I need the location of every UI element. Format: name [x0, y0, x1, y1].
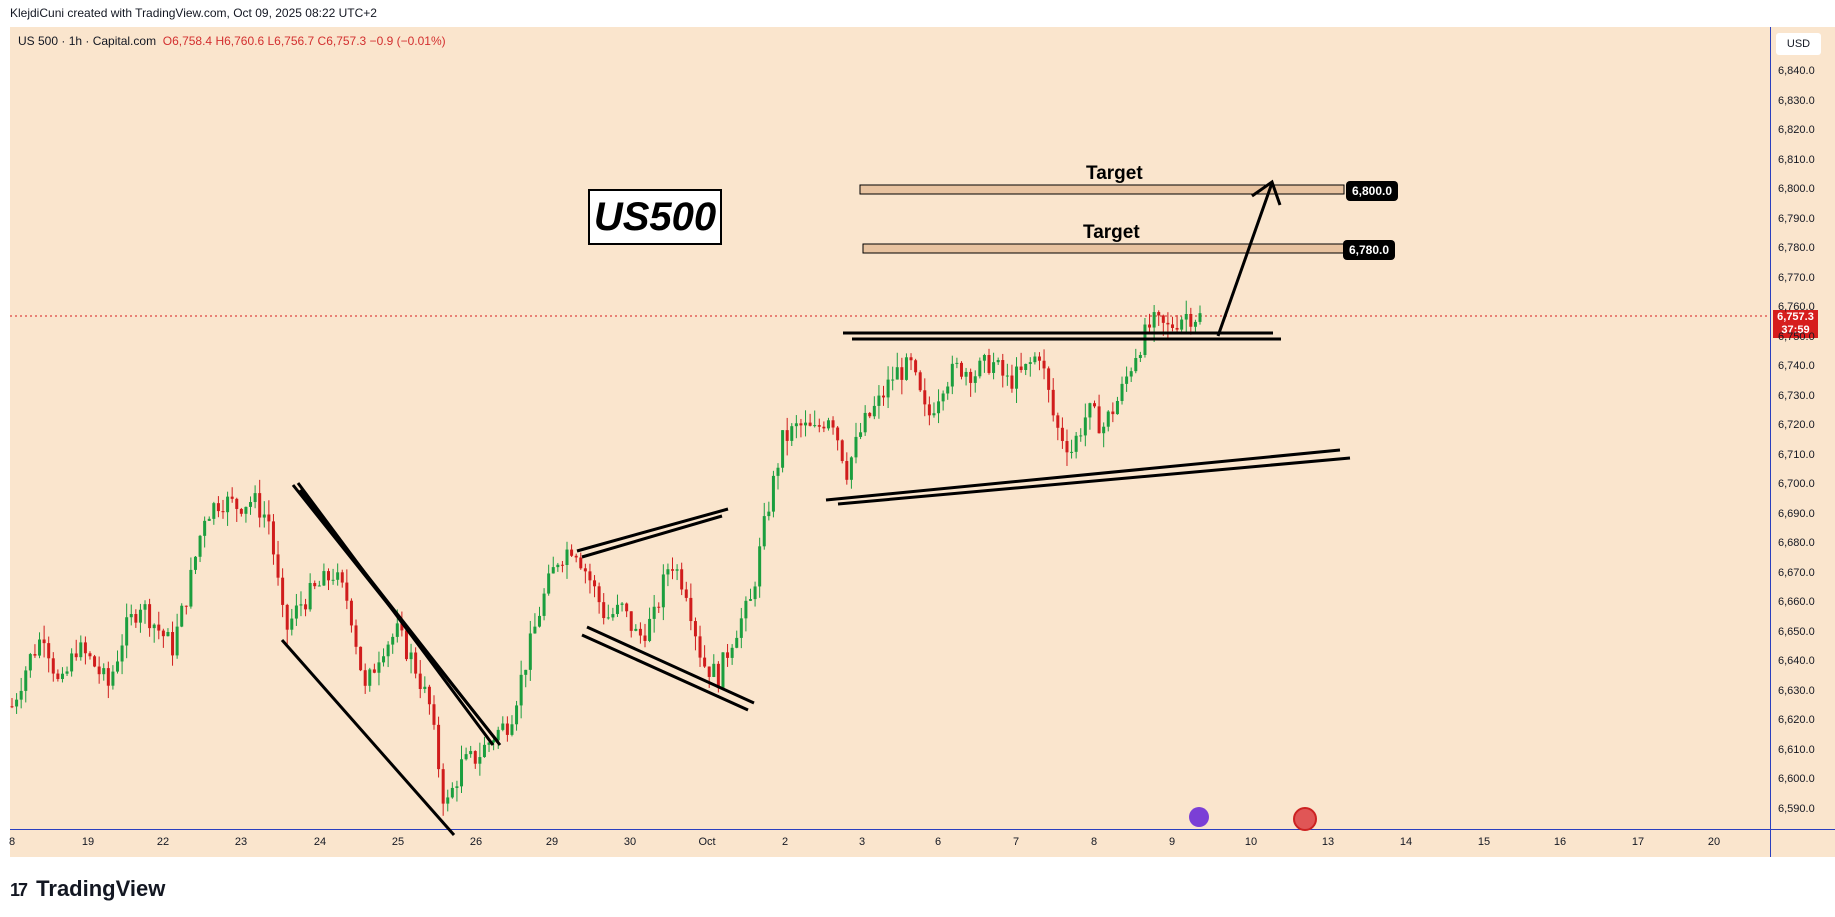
y-tick-label: 6,780.0 [1778, 242, 1815, 254]
y-tick-label: 6,700.0 [1778, 478, 1815, 490]
y-tick-label: 6,620.0 [1778, 714, 1815, 726]
x-tick-label: 6 [934, 836, 942, 848]
brand-name: TradingView [36, 876, 166, 901]
x-tick-label: 29 [545, 836, 559, 848]
chart-title-box: US500 [588, 189, 722, 245]
y-tick-label: 6,840.0 [1778, 65, 1815, 77]
y-tick-label: 6,680.0 [1778, 537, 1815, 549]
ohlc-values: O6,758.4 H6,760.6 L6,756.7 C6,757.3 −0.9… [162, 34, 446, 48]
y-tick-label: 6,660.0 [1778, 596, 1815, 608]
x-tick-label: 26 [469, 836, 483, 848]
y-tick-label: 6,690.0 [1778, 507, 1815, 520]
x-tick-label: 8 [1090, 836, 1098, 848]
y-tick-label: 6,750.0 [1778, 330, 1815, 343]
y-tick-label: 6,630.0 [1778, 684, 1815, 697]
symbol-name: US 500 · 1h · Capital.com [18, 34, 157, 48]
x-tick-label: 22 [156, 836, 170, 848]
current-price-tag: 6,757.3 37:59 [1773, 310, 1818, 338]
price-axis[interactable] [1770, 27, 1835, 857]
y-tick-label: 6,600.0 [1778, 773, 1815, 785]
y-tick-label: 6,740.0 [1778, 360, 1815, 372]
y-tick-label: 6,760.0 [1778, 301, 1815, 313]
y-tick-label: 6,770.0 [1778, 271, 1815, 284]
y-tick-label: 6,640.0 [1778, 655, 1815, 667]
y-tick-label: 6,820.0 [1778, 124, 1815, 136]
x-tick-label: 20 [1707, 836, 1721, 848]
x-tick-label: 7 [1012, 836, 1020, 848]
target-label-upper: Target [1086, 163, 1143, 184]
x-tick-label: 23 [234, 836, 248, 848]
y-tick-label: 6,810.0 [1778, 153, 1815, 166]
us-flag-event-icon[interactable] [1293, 807, 1317, 831]
attribution-bar: KlejdiCuni created with TradingView.com,… [0, 0, 1835, 27]
y-tick-label: 6,670.0 [1778, 566, 1815, 579]
y-tick-label: 6,720.0 [1778, 419, 1815, 431]
y-tick-label: 6,800.0 [1778, 183, 1815, 195]
lightning-event-icon[interactable] [1189, 807, 1209, 827]
x-tick-label: 24 [313, 836, 327, 848]
target-price-tag-lower: 6,780.0 [1343, 240, 1396, 260]
y-tick-label: 6,590.0 [1778, 802, 1815, 815]
attribution-text: KlejdiCuni created with TradingView.com,… [10, 6, 377, 20]
x-tick-label: 30 [623, 836, 637, 848]
target-label-lower: Target [1083, 222, 1140, 243]
tradingview-mark-icon: 17 [10, 880, 28, 900]
x-tick-label: 19 [81, 836, 95, 848]
x-tick-label: 16 [1553, 836, 1567, 848]
y-tick-label: 6,790.0 [1778, 212, 1815, 225]
target-price-tag-upper: 6,800.0 [1346, 181, 1399, 201]
bar-countdown: 37:59 [1781, 324, 1810, 336]
chart-area[interactable] [10, 27, 1770, 857]
y-tick-label: 6,610.0 [1778, 743, 1815, 756]
footer-bar [0, 857, 1835, 917]
x-tick-label: 2 [781, 836, 789, 848]
time-axis-line [10, 829, 1835, 830]
x-tick-label: 9 [1168, 836, 1176, 848]
tradingview-logo[interactable]: 17 TradingView [10, 876, 165, 902]
y-tick-label: 6,730.0 [1778, 389, 1815, 402]
x-tick-label: 10 [1244, 836, 1258, 848]
symbol-legend[interactable]: US 500 · 1h · Capital.com O6,758.4 H6,76… [18, 34, 446, 48]
x-tick-label: 8 [8, 836, 16, 848]
x-tick-label: 13 [1321, 836, 1335, 848]
x-tick-label: 3 [858, 836, 866, 848]
x-tick-label: 17 [1631, 836, 1645, 848]
x-tick-label: 25 [391, 836, 405, 848]
y-tick-label: 6,650.0 [1778, 625, 1815, 638]
x-tick-label: Oct [698, 836, 716, 848]
y-tick-label: 6,710.0 [1778, 448, 1815, 461]
y-tick-label: 6,830.0 [1778, 94, 1815, 107]
x-tick-label: 15 [1477, 836, 1491, 848]
currency-button[interactable]: USD [1776, 33, 1821, 55]
x-tick-label: 14 [1399, 836, 1413, 848]
current-price-value: 6,757.3 [1777, 311, 1814, 323]
